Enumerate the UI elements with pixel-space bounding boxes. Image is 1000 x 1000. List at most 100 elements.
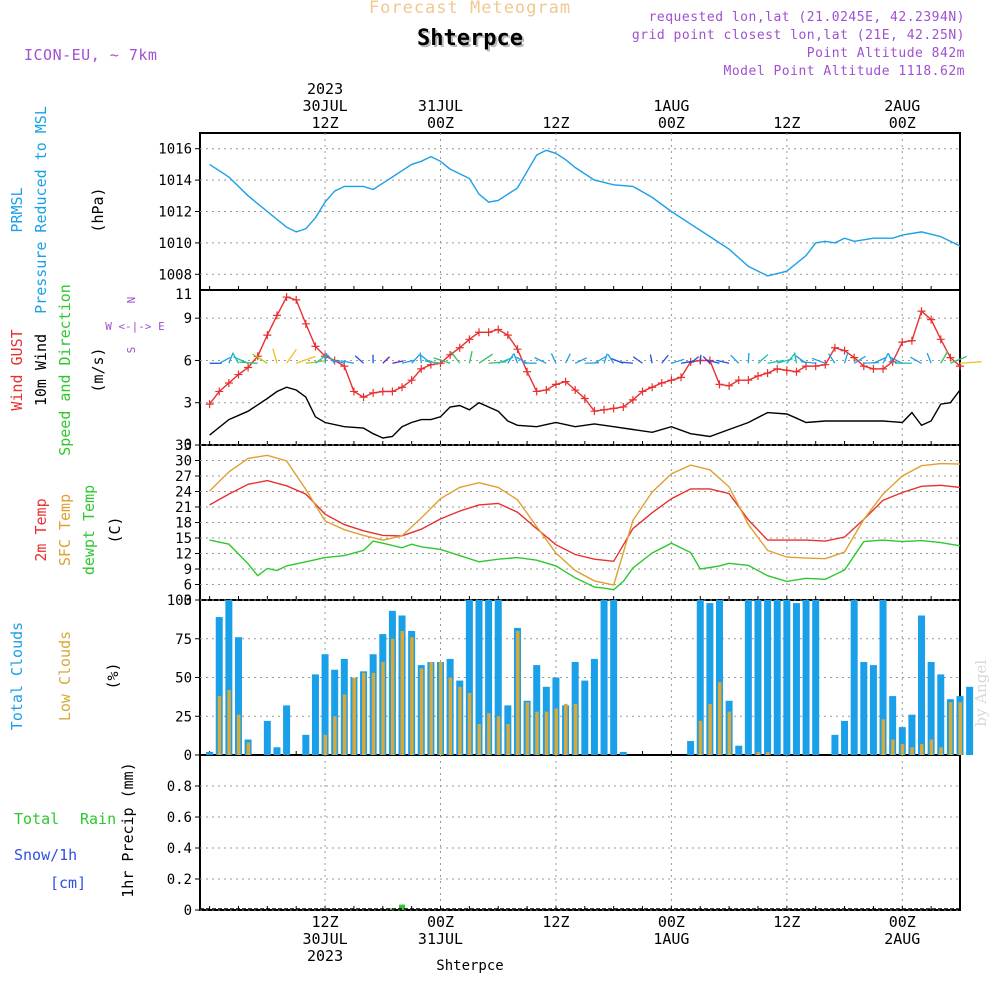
wind-arrow [326,354,336,364]
gust-marker [349,387,358,396]
total-cloud-bar [225,600,233,755]
wind-arrow [419,352,422,364]
time-label-top: 00Z [658,114,685,132]
gust-marker [782,366,791,375]
time-label-bottom: 1AUG [653,930,689,948]
low-cloud-bar [448,677,453,755]
pressure-label: PRMSL [8,187,26,232]
gust-marker [224,379,233,387]
total-cloud-bar [206,751,214,755]
wind-arrow [218,356,231,364]
low-cloud-bar [333,716,337,755]
low-cloud-bar [410,637,414,755]
gust-marker [369,388,378,397]
precip-bar [399,904,406,910]
y-tick-label: 11 [175,287,192,303]
total-cloud-bar [494,600,502,755]
wind-arrow [699,354,702,364]
gust-marker [417,364,426,373]
gust-marker [744,376,753,385]
gust-marker [850,353,859,362]
total-cloud-bar [869,665,877,755]
compass-n: N [125,297,138,304]
total-cloud-bar [331,669,339,755]
wind-arrow [513,353,519,364]
wind-speed-line [209,386,961,439]
snow-label: Snow/1h [14,846,77,864]
gust-marker [753,371,762,380]
gust-marker [532,387,541,396]
y-tick-label: 12 [175,547,192,563]
wind-arrow [468,351,473,364]
time-label-bottom: 12Z [773,913,800,931]
total-cloud-bar [850,600,858,755]
y-tick-label: 25 [175,709,192,725]
dewpoint-line [209,539,961,591]
wind-arrow [354,355,364,364]
gust-marker [474,328,483,337]
gust-marker [802,362,811,371]
low-cloud-bar [515,631,520,755]
total-cloud-bar [783,600,791,755]
low-cloud-bar [458,686,462,755]
y-tick-label: 1016 [158,142,192,158]
total-cloud-bar [927,662,935,755]
low-cloud-bar [900,744,905,755]
gust-marker [792,367,801,376]
total-cloud-bar [215,617,223,755]
wind-arrow [315,354,327,364]
compass-s: S [125,347,138,354]
gust-marker [869,364,878,373]
total-cloud-bar [879,600,887,755]
wind-arrow [433,357,451,364]
wind-arrow [926,352,932,364]
low-cloud-bar [227,689,231,755]
gust-marker [946,353,955,362]
total-cloud-bar [485,600,493,755]
wind-arrow [228,352,234,364]
low-cloud-bar [429,662,433,755]
low-cloud-bar [236,714,241,755]
y-tick-label: 0.2 [167,872,192,888]
gust-marker [715,380,724,389]
wind-arrow [863,361,879,364]
total-cloud-bar [321,654,329,755]
gust-marker [936,335,945,344]
time-label-top: 12Z [542,114,569,132]
y-tick-label: 30 [175,454,192,470]
point-altitude: Point Altitude 842m [806,46,965,61]
total-cloud-bar [908,714,916,755]
time-label-top: 00Z [427,114,454,132]
y-tick-label: 9 [184,311,192,327]
total-cloud-bar [687,741,695,755]
wind-arrow [730,354,740,364]
gust-marker [763,369,772,378]
time-label-top: 30JUL [302,97,347,115]
total-cloud-bar [898,727,906,755]
y-tick-label: 0.8 [167,779,192,795]
low-cloud-bar [920,744,924,755]
wind-arrow [515,356,528,364]
y-tick-label: 0 [184,903,192,919]
low-cloud-bar [939,747,943,755]
gust-marker [301,319,310,328]
low-cloud-bar [381,662,385,755]
wind-arrow [882,353,889,364]
total-cloud-bar [706,603,714,755]
wind-arrow [478,353,494,364]
gust-marker [503,331,512,340]
page-title: Shterpce [417,26,523,51]
total-cloud-bar [263,720,271,755]
low-cloud-bar [891,739,895,755]
wind-arrow [632,356,643,364]
total-cloud-bar [302,734,310,755]
wind-arrow [950,355,967,364]
gust-marker [648,383,657,392]
wind-arrow [671,358,685,364]
temp-sfc-label: SFC Temp [56,494,74,566]
wind-arrow [747,352,750,364]
wind-arrow [607,354,615,364]
total-cloud-bar [754,600,762,755]
low-cloud-bar [881,719,886,755]
low-cloud-bar [323,734,328,755]
